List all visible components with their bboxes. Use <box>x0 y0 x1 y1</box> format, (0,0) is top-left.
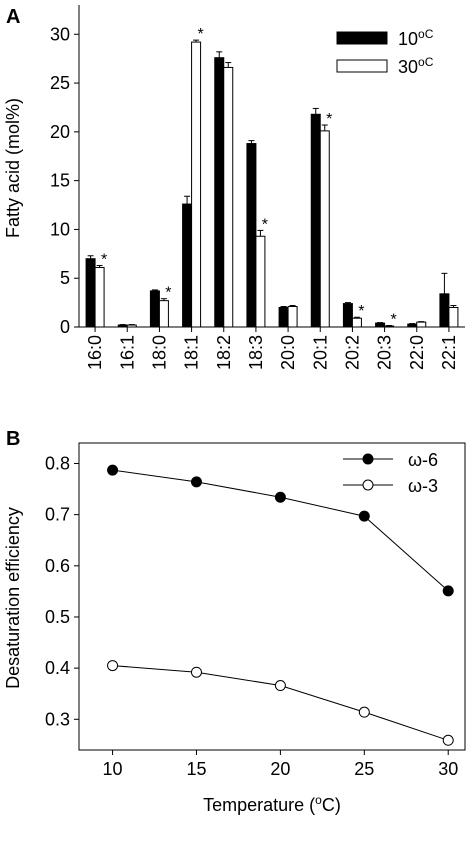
data-point-omega6 <box>274 491 286 503</box>
bar-10c-18:2 <box>214 57 225 328</box>
data-point-omega3 <box>190 666 202 678</box>
bar-10c-20:0 <box>278 306 289 328</box>
legend-marker-omega6 <box>362 453 374 465</box>
panel-b-label: B <box>6 428 20 450</box>
bar-10c-18:0 <box>149 290 160 328</box>
data-point-omega3 <box>107 660 119 672</box>
x-tick-label: 18:0 <box>149 335 169 370</box>
significance-marker: * <box>197 26 203 43</box>
bar-30c-18:0 <box>158 300 169 328</box>
bar-10c-20:2 <box>342 303 353 328</box>
x-tick-label: 18:3 <box>246 335 266 370</box>
panel-a-label: A <box>6 6 20 28</box>
panel-a-axes <box>78 5 465 328</box>
panel-b-y-axis-label: Desaturation efficiency <box>3 507 23 689</box>
panel-b-x-axis-label: Temperature (oC) <box>203 793 341 815</box>
legend-swatch-10c <box>336 31 388 45</box>
y-tick-label: 5 <box>60 268 70 288</box>
bar-30c-22:1 <box>448 306 459 328</box>
legend-label-omega3: ω-3 <box>408 476 438 496</box>
panel-b-plot-frame <box>78 442 466 751</box>
panel-b-series <box>107 464 454 746</box>
significance-marker: * <box>390 312 396 329</box>
panel-b-legend: ω-6 ω-3 <box>343 450 438 496</box>
legend-label-30c: 30oC <box>398 55 434 77</box>
legend-label-10c: 10oC <box>398 27 434 49</box>
data-point-omega3 <box>274 680 286 692</box>
bar-10c-18:3 <box>246 143 257 328</box>
data-point-omega6 <box>190 476 202 488</box>
bar-30c-18:3 <box>255 235 266 328</box>
data-point-omega6 <box>358 510 370 522</box>
legend-label-omega6: ω-6 <box>408 450 438 470</box>
series-line-omega6 <box>112 469 449 592</box>
panel-a-y-axis-label: Fatty acid (mol%) <box>3 98 23 238</box>
x-tick-label: 15 <box>186 759 206 779</box>
data-point-omega3 <box>358 706 370 718</box>
y-tick-label: 20 <box>50 122 70 142</box>
bar-10c-22:1 <box>439 293 450 328</box>
x-tick-label: 18:2 <box>214 335 234 370</box>
legend-swatch-30c <box>336 59 388 73</box>
panel-b-x-ticks: 10 15 20 25 30 <box>103 750 458 779</box>
y-tick-label: 0.6 <box>45 556 70 576</box>
y-tick-label: 15 <box>50 171 70 191</box>
x-tick-label: 20:1 <box>310 335 330 370</box>
x-tick-label: 25 <box>354 759 374 779</box>
data-point-omega6 <box>442 585 454 597</box>
y-tick-label: 0.3 <box>45 709 70 729</box>
significance-marker: * <box>358 303 364 320</box>
y-tick-label: 0 <box>60 317 70 337</box>
bar-30c-22:0 <box>416 321 427 328</box>
panel-b-y-ticks: 0.3 0.4 0.5 0.6 0.7 0.8 <box>45 453 79 729</box>
panel-b-line-chart: B Desaturation efficiency 0.30.40.50.60.… <box>3 428 466 815</box>
bar-30c-20:1 <box>319 130 330 328</box>
bar-10c-16:0 <box>85 258 96 328</box>
bar-30c-16:0 <box>94 266 105 328</box>
bar-30c-20:0 <box>287 306 298 328</box>
x-tick-label: 16:1 <box>117 335 137 370</box>
panel-a-x-ticks: 16:0 16:1 18:0 18:1 18:2 18:3 20:0 20:1 20:2 20:3… <box>85 327 459 370</box>
x-tick-label: 18:1 <box>182 335 202 370</box>
y-tick-label: 0.5 <box>45 607 70 627</box>
panel-a-legend: 10oC 30oC <box>336 27 434 77</box>
significance-marker: * <box>165 285 171 302</box>
x-tick-label: 22:1 <box>439 335 459 370</box>
x-tick-label: 30 <box>438 759 458 779</box>
series-line-omega3 <box>112 665 449 741</box>
x-tick-label: 20 <box>270 759 290 779</box>
significance-marker: * <box>326 111 332 128</box>
y-tick-label: 25 <box>50 73 70 93</box>
y-tick-label: 0.8 <box>45 453 70 473</box>
bar-10c-20:1 <box>310 113 321 328</box>
x-tick-label: 20:0 <box>278 335 298 370</box>
panel-a-bar-chart: A Fatty acid (mol%) 0 5 10 15 20 25 30 * * * * * * *… <box>3 5 465 370</box>
y-tick-label: 30 <box>50 24 70 44</box>
x-tick-label: 10 <box>103 759 123 779</box>
y-tick-label: 10 <box>50 219 70 239</box>
bar-10c-20:3 <box>375 322 386 328</box>
x-tick-label: 16:0 <box>85 335 105 370</box>
bar-30c-18:1 <box>191 41 202 328</box>
y-tick-label: 0.7 <box>45 505 70 525</box>
significance-marker: * <box>101 252 107 269</box>
significance-marker: * <box>262 216 268 233</box>
x-tick-label: 22:0 <box>407 335 427 370</box>
bar-10c-18:1 <box>182 203 193 328</box>
panel-a-y-ticks: 0 5 10 15 20 25 30 <box>50 24 79 337</box>
data-point-omega6 <box>107 464 119 476</box>
bar-30c-18:2 <box>223 66 234 328</box>
data-point-omega3 <box>442 734 454 746</box>
y-tick-label: 0.4 <box>45 658 70 678</box>
x-tick-label: 20:2 <box>342 335 362 370</box>
legend-marker-omega3 <box>362 479 374 491</box>
x-tick-label: 20:3 <box>375 335 395 370</box>
